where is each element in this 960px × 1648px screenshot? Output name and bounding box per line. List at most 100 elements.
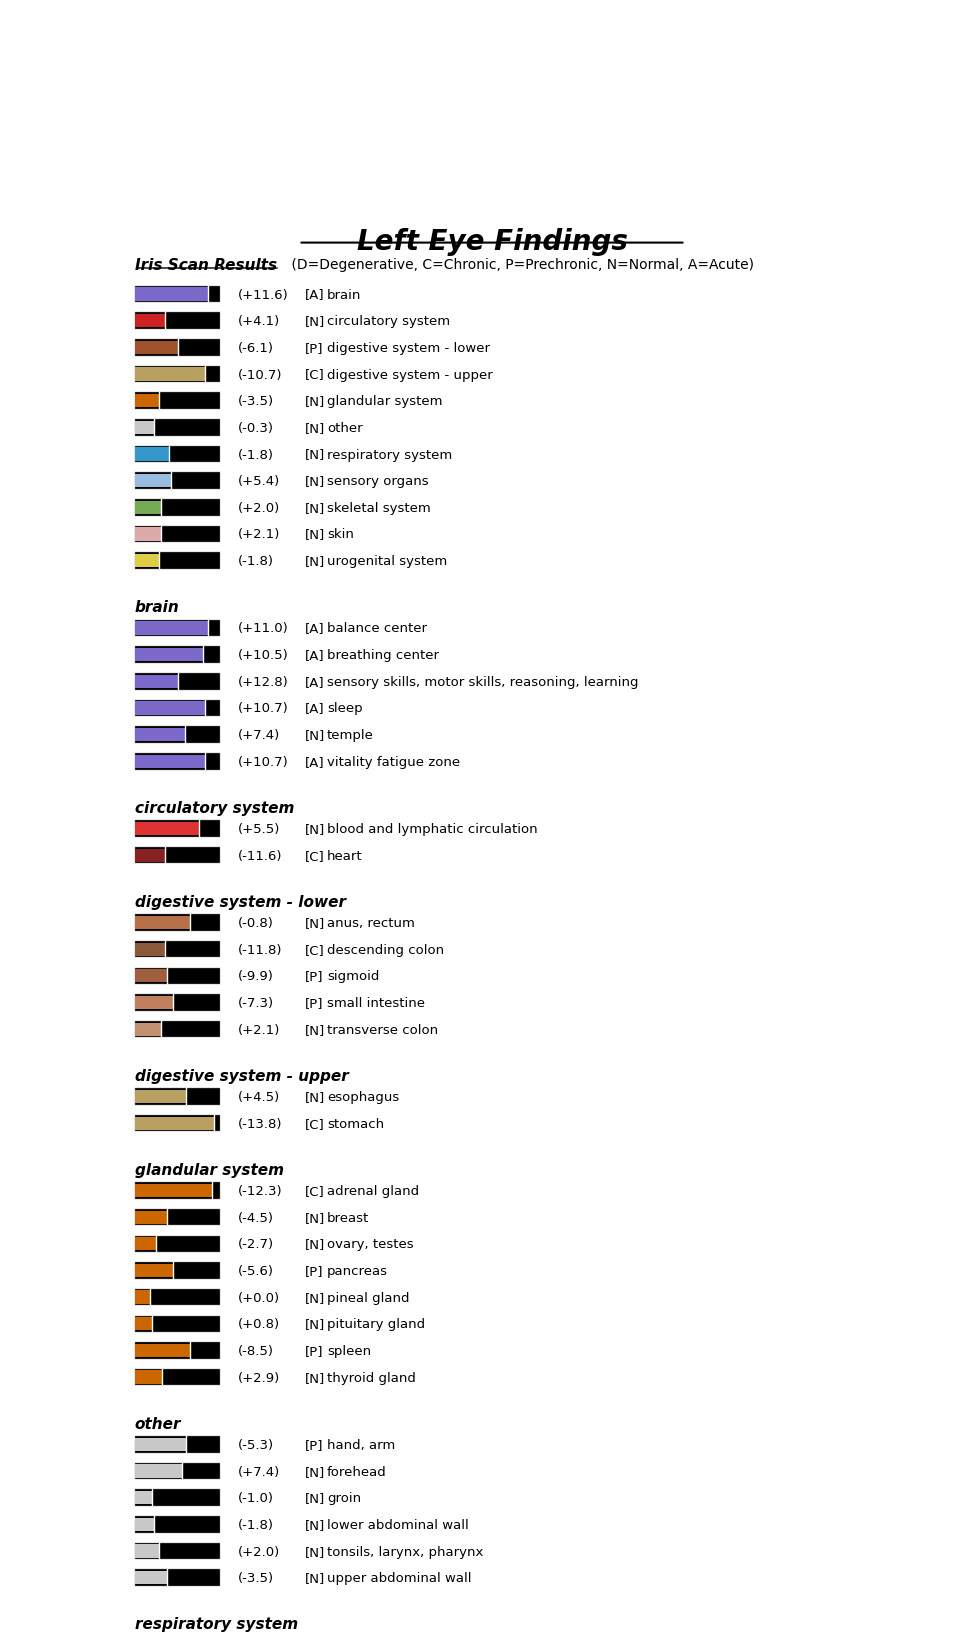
Bar xyxy=(134,941,221,957)
Text: [N]: [N] xyxy=(304,1317,324,1330)
Bar xyxy=(134,288,207,302)
Text: (-7.3): (-7.3) xyxy=(237,997,274,1010)
Text: breathing center: breathing center xyxy=(326,649,439,662)
Text: [N]: [N] xyxy=(304,448,324,461)
Bar xyxy=(134,1210,221,1226)
Bar xyxy=(134,1437,221,1454)
Text: (-5.6): (-5.6) xyxy=(237,1264,274,1277)
Bar xyxy=(134,1571,167,1584)
Text: [P]: [P] xyxy=(304,997,323,1010)
Text: (+0.0): (+0.0) xyxy=(237,1290,279,1304)
Bar xyxy=(134,394,221,410)
Text: other: other xyxy=(326,422,363,435)
Text: (-3.5): (-3.5) xyxy=(237,396,274,409)
Text: [N]: [N] xyxy=(304,1023,324,1037)
Text: (-0.8): (-0.8) xyxy=(237,916,274,929)
Bar xyxy=(134,1569,221,1585)
Text: transverse colon: transverse colon xyxy=(326,1023,438,1037)
Text: [N]: [N] xyxy=(304,1544,324,1557)
Bar xyxy=(134,420,221,437)
Text: (+2.1): (+2.1) xyxy=(237,1023,280,1037)
Text: spleen: spleen xyxy=(326,1345,371,1356)
Text: brain: brain xyxy=(326,288,361,302)
Text: [N]: [N] xyxy=(304,822,324,836)
Bar xyxy=(134,313,221,330)
Bar xyxy=(134,753,221,770)
Text: adrenal gland: adrenal gland xyxy=(326,1185,419,1196)
Text: [N]: [N] xyxy=(304,1211,324,1224)
Text: glandular system: glandular system xyxy=(326,396,443,409)
Text: anus, rectum: anus, rectum xyxy=(326,916,415,929)
Text: (+7.4): (+7.4) xyxy=(237,728,279,742)
Text: (-1.8): (-1.8) xyxy=(237,448,274,461)
Bar xyxy=(134,1023,160,1037)
Text: stomach: stomach xyxy=(326,1117,384,1131)
Text: respiratory system: respiratory system xyxy=(134,1617,298,1632)
Text: [A]: [A] xyxy=(304,676,324,689)
Bar xyxy=(134,448,169,461)
Text: digestive system - upper: digestive system - upper xyxy=(326,368,492,381)
Bar xyxy=(134,1371,162,1384)
Text: ovary, testes: ovary, testes xyxy=(326,1238,414,1251)
Bar xyxy=(134,554,221,570)
Text: temple: temple xyxy=(326,728,373,742)
Bar xyxy=(134,1236,221,1252)
Text: [N]: [N] xyxy=(304,1491,324,1505)
Bar xyxy=(134,1315,221,1332)
Bar xyxy=(134,1343,221,1360)
Bar xyxy=(134,1544,158,1557)
Text: [N]: [N] xyxy=(304,1290,324,1304)
Text: [N]: [N] xyxy=(304,501,324,514)
Text: (-13.8): (-13.8) xyxy=(237,1117,282,1131)
Bar xyxy=(134,1317,152,1330)
Bar xyxy=(134,1290,151,1304)
Bar xyxy=(134,1518,154,1531)
Bar xyxy=(134,702,205,715)
Text: (+10.7): (+10.7) xyxy=(237,702,288,715)
Text: descending colon: descending colon xyxy=(326,943,444,956)
Text: [N]: [N] xyxy=(304,475,324,488)
Bar xyxy=(134,366,221,382)
Text: sleep: sleep xyxy=(326,702,363,715)
Text: (-5.3): (-5.3) xyxy=(237,1439,274,1450)
Bar xyxy=(134,621,207,634)
Text: (+2.0): (+2.0) xyxy=(237,1544,279,1557)
Text: (+10.5): (+10.5) xyxy=(237,649,288,662)
Text: (+2.1): (+2.1) xyxy=(237,527,280,541)
Text: (-10.7): (-10.7) xyxy=(237,368,282,381)
Bar xyxy=(134,501,160,514)
Bar xyxy=(134,943,165,956)
Text: thyroid gland: thyroid gland xyxy=(326,1371,416,1384)
Text: small intestine: small intestine xyxy=(326,997,425,1010)
Text: (+4.1): (+4.1) xyxy=(237,315,279,328)
Bar xyxy=(134,527,160,541)
Text: urogenital system: urogenital system xyxy=(326,555,447,569)
Bar xyxy=(134,648,221,664)
Text: digestive system - lower: digestive system - lower xyxy=(326,341,490,354)
Text: brain: brain xyxy=(134,600,180,615)
Text: digestive system - upper: digestive system - upper xyxy=(134,1068,348,1083)
Bar xyxy=(134,339,221,356)
Text: (-12.3): (-12.3) xyxy=(237,1185,282,1196)
Bar xyxy=(134,1262,221,1279)
Text: [A]: [A] xyxy=(304,702,324,715)
Bar xyxy=(134,822,199,836)
Bar xyxy=(134,1439,186,1452)
Text: sensory organs: sensory organs xyxy=(326,475,428,488)
Text: [N]: [N] xyxy=(304,422,324,435)
Bar xyxy=(134,1022,221,1038)
Bar xyxy=(134,728,184,742)
Text: (+10.7): (+10.7) xyxy=(237,755,288,768)
Bar xyxy=(134,555,158,569)
Text: vitality fatigue zone: vitality fatigue zone xyxy=(326,755,460,768)
Text: Iris Scan Results: Iris Scan Results xyxy=(134,257,277,272)
Text: (-1.8): (-1.8) xyxy=(237,555,274,569)
Text: lower abdominal wall: lower abdominal wall xyxy=(326,1518,468,1531)
Text: (+4.5): (+4.5) xyxy=(237,1091,279,1103)
Text: [N]: [N] xyxy=(304,728,324,742)
Bar xyxy=(134,341,178,354)
Bar xyxy=(134,447,221,463)
Text: Left Eye Findings: Left Eye Findings xyxy=(356,227,628,255)
Bar xyxy=(134,1463,221,1480)
Text: [A]: [A] xyxy=(304,649,324,662)
